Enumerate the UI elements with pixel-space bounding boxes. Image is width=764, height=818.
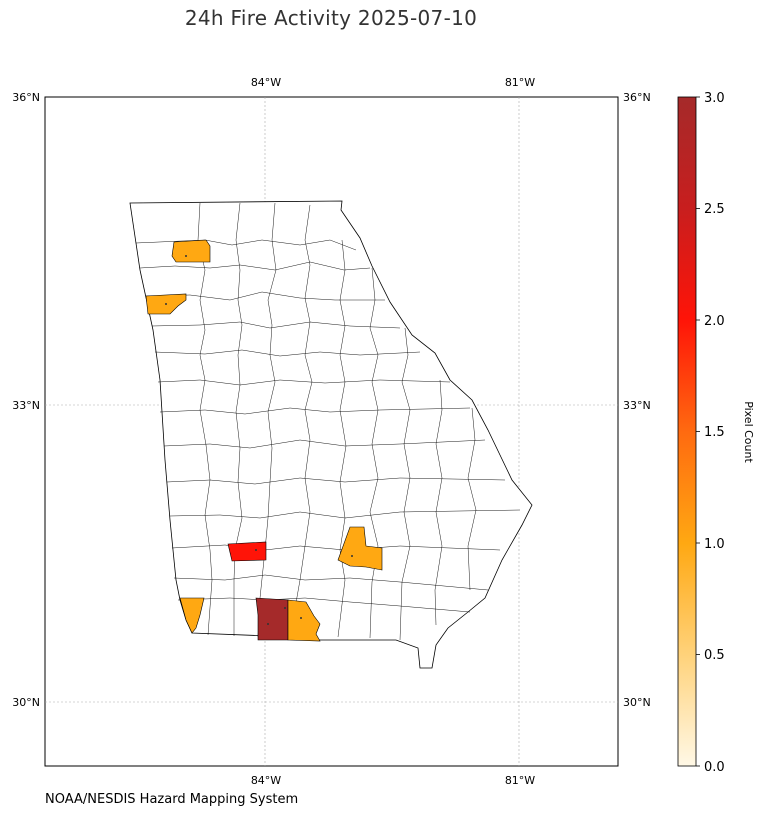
fire-counties [145, 239, 383, 642]
fire-point [267, 623, 269, 625]
fire-points [165, 255, 353, 625]
lon-tick-bottom-81: 81°W [505, 774, 535, 787]
fire-point [185, 255, 187, 257]
lat-tick-right-33: 33°N [623, 399, 651, 412]
fire-county-south-central [337, 526, 383, 571]
fire-county-south-orange [287, 599, 321, 642]
fire-county-southwest [227, 541, 267, 562]
fire-point [255, 549, 257, 551]
source-credit: NOAA/NESDIS Hazard Mapping System [45, 792, 299, 807]
lon-tick-top-84: 84°W [251, 76, 281, 89]
lon-tick-bottom-84: 84°W [251, 774, 281, 787]
fire-point [165, 303, 167, 305]
lat-tick-right-36: 36°N [623, 91, 651, 104]
lat-tick-left-36: 36°N [12, 91, 40, 104]
lat-tick-left-33: 33°N [12, 399, 40, 412]
lon-tick-top-81: 81°W [505, 76, 535, 89]
fire-county-south-dark [255, 597, 289, 641]
fire-county-northwest [171, 239, 211, 263]
gridlines [45, 97, 618, 766]
map-title: 24h Fire Activity 2025-07-10 [184, 6, 478, 30]
fire-county-southwest-corner [179, 597, 205, 634]
lat-tick-right-30: 30°N [623, 696, 651, 709]
fire-point [284, 607, 286, 609]
fire-point [351, 555, 353, 557]
fire-point [300, 617, 302, 619]
lat-tick-left-30: 30°N [12, 696, 40, 709]
